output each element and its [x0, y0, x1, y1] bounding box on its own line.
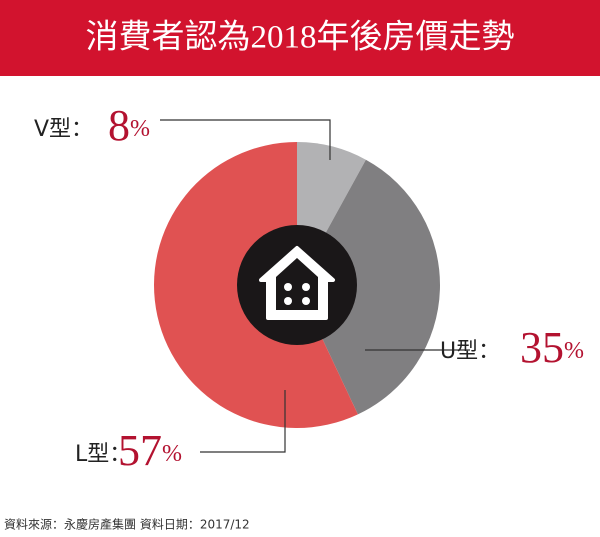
category-label: U型：: [440, 339, 500, 364]
value-label: 57%: [118, 426, 182, 475]
category-label: L型：: [75, 442, 131, 467]
chart-title: 消費者認為2018年後房價走勢: [86, 19, 515, 56]
leader-line: [160, 119, 331, 160]
house-icon: [259, 246, 335, 320]
leader-line: [200, 390, 286, 453]
labels: V型： 8% U型： 35% L型：57%: [34, 101, 584, 475]
pie-slice: [297, 159, 441, 415]
source-note: 資料來源：永慶房產集團 資料日期：2017/12: [4, 517, 250, 532]
value-label: 8%: [108, 101, 150, 150]
category-label: V型：: [34, 117, 93, 142]
value-label: 35%: [520, 323, 584, 372]
header-band: [0, 0, 600, 76]
